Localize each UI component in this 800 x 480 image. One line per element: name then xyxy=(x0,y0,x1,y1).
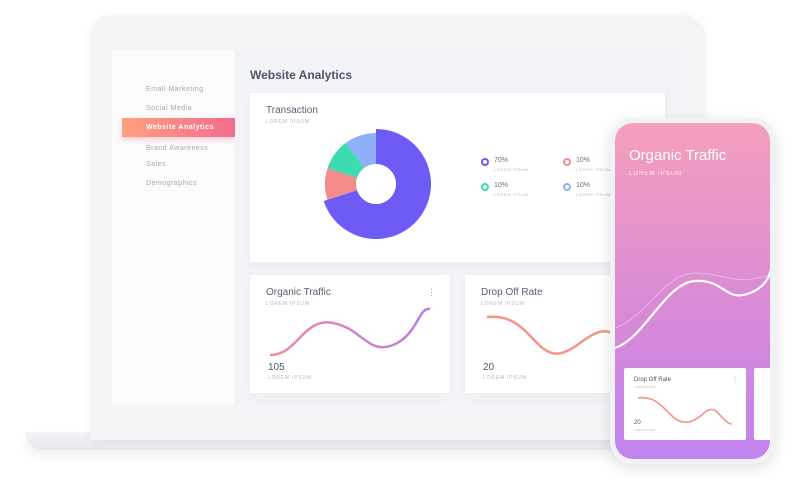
phone-subtitle: LOREM IPSUM xyxy=(629,171,683,177)
metric-label: LOREM IPSUM xyxy=(268,375,312,381)
legend-label: LOREM IPSUM xyxy=(494,192,529,197)
phone-drop-off-card: Drop Off Rate LOREM IPSUM ⋮ 20 LOREM IPS… xyxy=(624,368,746,440)
donut-chart xyxy=(323,129,431,239)
card-title: Drop Off Rate xyxy=(481,287,543,298)
legend-label: LOREM IPSUM xyxy=(576,192,611,197)
metric-label: LOREM IPSUM xyxy=(483,375,527,381)
phone-title: Organic Traffic xyxy=(629,147,727,164)
page-title: Website Analytics xyxy=(250,68,353,82)
dashboard-screen: Email Marketing Social Media Website Ana… xyxy=(112,50,680,405)
main-content: Website Analytics Transaction LOREM IPSU… xyxy=(235,50,680,405)
metric-value: 20 xyxy=(634,420,641,426)
sidebar: Email Marketing Social Media Website Ana… xyxy=(112,50,238,405)
phone-next-card xyxy=(754,368,770,440)
legend-label: LOREM IPSUM xyxy=(494,167,529,172)
metric-value: 105 xyxy=(268,362,285,373)
legend-label: LOREM IPSUM xyxy=(576,167,611,172)
phone-traffic-line xyxy=(615,268,770,350)
phone-frame: Organic Traffic LOREM IPSUM Drop Off Rat… xyxy=(610,118,775,464)
sidebar-item-social-media[interactable]: Social Media xyxy=(146,105,193,112)
legend-dot-icon xyxy=(481,158,489,166)
legend-dot-icon xyxy=(563,158,571,166)
phone-drop-off-line xyxy=(637,396,733,425)
donut-slice xyxy=(323,129,431,239)
transaction-card: Transaction LOREM IPSUM 70% LOREM IPSUM 1… xyxy=(250,93,665,262)
card-title: Transaction xyxy=(266,105,318,116)
legend-value: 10% xyxy=(576,157,591,164)
sidebar-item-sales[interactable]: Sales xyxy=(146,161,167,168)
more-menu-icon[interactable]: ⋮ xyxy=(427,287,436,297)
metric-value: 20 xyxy=(483,362,495,373)
donut-slice xyxy=(327,142,365,178)
more-menu-icon[interactable]: ⋮ xyxy=(732,377,738,383)
donut-slice xyxy=(325,168,357,200)
card-title: Drop Off Rate xyxy=(634,377,671,383)
phone-screen: Organic Traffic LOREM IPSUM Drop Off Rat… xyxy=(615,123,770,459)
card-subtitle: LOREM IPSUM xyxy=(266,301,310,307)
card-subtitle: LOREM IPSUM xyxy=(266,119,310,125)
organic-traffic-card: Organic Traffic LOREM IPSUM ⋮ 105 LOREM … xyxy=(250,275,450,393)
legend-value: 70% xyxy=(494,157,509,164)
metric-label: LOREM IPSUM xyxy=(634,428,656,432)
legend-value: 10% xyxy=(494,182,509,189)
legend-dot-icon xyxy=(563,183,571,191)
card-title: Organic Traffic xyxy=(266,287,331,298)
organic-traffic-line xyxy=(269,307,431,357)
drop-off-line xyxy=(486,315,614,355)
sidebar-item-brand-awareness[interactable]: Brand Awareness xyxy=(146,145,209,152)
card-subtitle: LOREM IPSUM xyxy=(634,385,656,389)
sidebar-item-demographics[interactable]: Demographics xyxy=(146,180,198,187)
sidebar-item-email-marketing[interactable]: Email Marketing xyxy=(146,86,204,93)
donut-slice xyxy=(346,133,376,168)
legend-dot-icon xyxy=(481,183,489,191)
card-subtitle: LOREM IPSUM xyxy=(481,301,525,307)
legend-value: 10% xyxy=(576,182,591,189)
sidebar-item-website-analytics[interactable]: Website Analytics xyxy=(122,118,238,137)
